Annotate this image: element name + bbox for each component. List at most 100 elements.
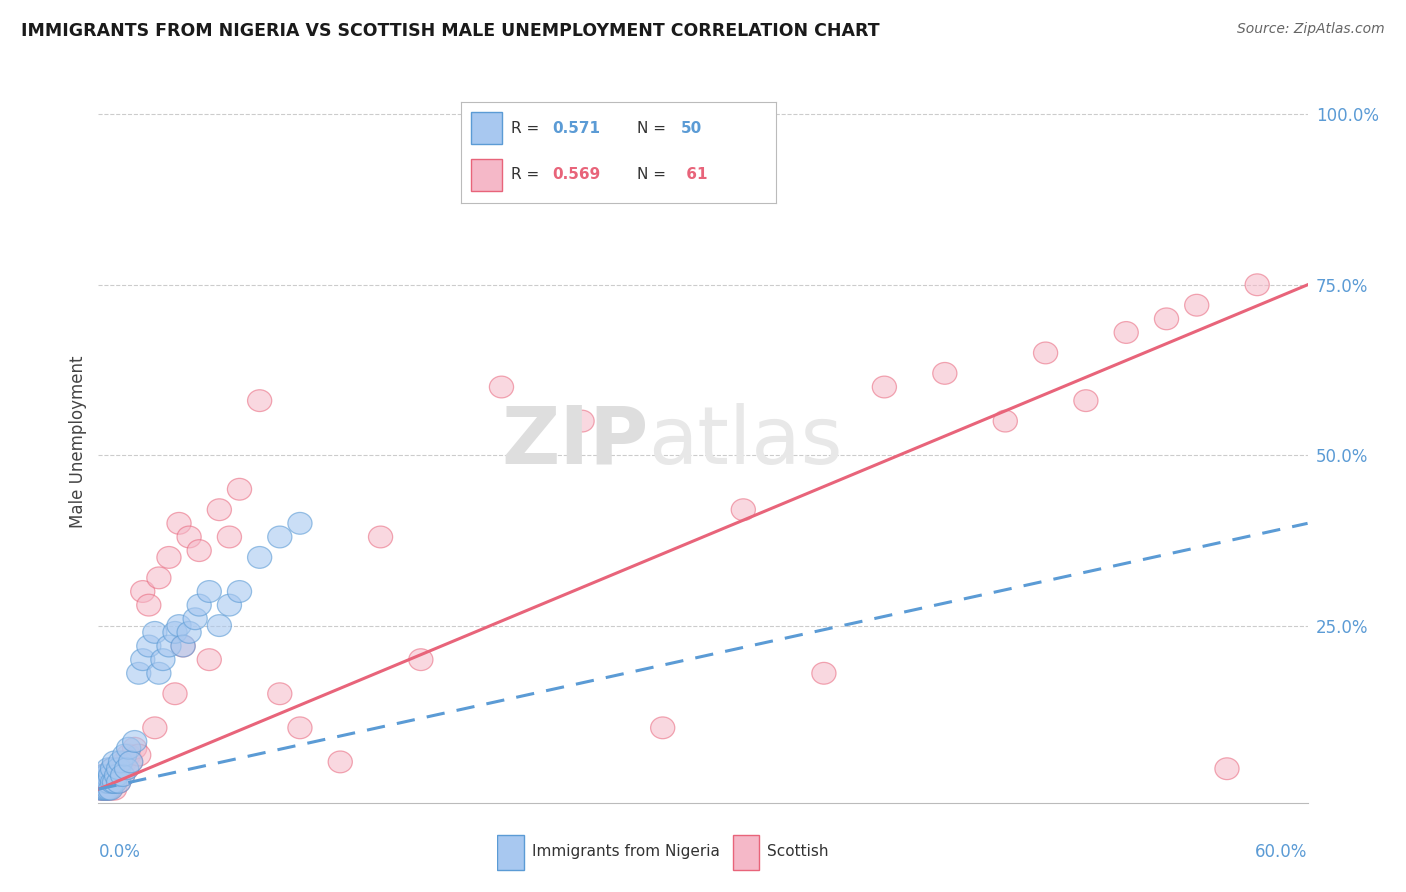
Ellipse shape (107, 772, 131, 793)
Ellipse shape (114, 758, 139, 780)
Ellipse shape (167, 615, 191, 637)
Ellipse shape (93, 772, 117, 793)
Ellipse shape (103, 778, 127, 800)
Ellipse shape (489, 376, 513, 398)
Ellipse shape (1215, 758, 1239, 780)
Ellipse shape (1246, 274, 1270, 295)
Ellipse shape (112, 744, 136, 766)
Ellipse shape (98, 778, 122, 800)
Ellipse shape (731, 499, 755, 521)
Ellipse shape (1074, 390, 1098, 411)
Ellipse shape (104, 764, 129, 787)
Ellipse shape (267, 526, 292, 548)
Ellipse shape (89, 778, 112, 800)
Ellipse shape (177, 622, 201, 643)
Ellipse shape (114, 758, 139, 780)
Ellipse shape (94, 764, 118, 787)
Text: ZIP: ZIP (502, 402, 648, 481)
Ellipse shape (122, 731, 146, 752)
Ellipse shape (93, 772, 117, 793)
Ellipse shape (94, 778, 118, 800)
Ellipse shape (103, 772, 127, 793)
Ellipse shape (93, 764, 117, 787)
Ellipse shape (90, 778, 114, 800)
Ellipse shape (118, 751, 143, 772)
Ellipse shape (187, 594, 211, 616)
Ellipse shape (163, 683, 187, 705)
Ellipse shape (288, 512, 312, 534)
Ellipse shape (90, 764, 114, 787)
Ellipse shape (127, 663, 150, 684)
Ellipse shape (1033, 342, 1057, 364)
Text: 0.0%: 0.0% (98, 843, 141, 861)
Ellipse shape (94, 764, 118, 787)
Ellipse shape (98, 764, 122, 787)
Y-axis label: Male Unemployment: Male Unemployment (69, 355, 87, 528)
Ellipse shape (163, 622, 187, 643)
Ellipse shape (97, 772, 121, 793)
Ellipse shape (218, 594, 242, 616)
Ellipse shape (993, 410, 1018, 432)
Ellipse shape (118, 751, 143, 772)
Ellipse shape (197, 581, 221, 602)
Ellipse shape (197, 648, 221, 671)
Ellipse shape (872, 376, 897, 398)
Ellipse shape (97, 758, 121, 780)
Ellipse shape (157, 635, 181, 657)
Ellipse shape (932, 362, 957, 384)
Ellipse shape (131, 648, 155, 671)
Ellipse shape (207, 615, 232, 637)
Ellipse shape (112, 751, 136, 772)
Ellipse shape (97, 772, 121, 793)
Ellipse shape (111, 764, 135, 787)
Ellipse shape (111, 764, 135, 787)
Ellipse shape (1114, 322, 1139, 343)
Ellipse shape (143, 622, 167, 643)
Ellipse shape (267, 683, 292, 705)
Ellipse shape (97, 778, 121, 800)
Ellipse shape (100, 758, 125, 780)
Ellipse shape (117, 738, 141, 759)
Ellipse shape (117, 744, 141, 766)
Ellipse shape (107, 772, 131, 793)
Ellipse shape (108, 751, 132, 772)
Ellipse shape (90, 778, 114, 800)
Ellipse shape (247, 547, 271, 568)
Ellipse shape (150, 648, 174, 671)
Ellipse shape (122, 738, 146, 759)
Ellipse shape (172, 635, 195, 657)
Text: Source: ZipAtlas.com: Source: ZipAtlas.com (1237, 22, 1385, 37)
Ellipse shape (1154, 308, 1178, 330)
Ellipse shape (651, 717, 675, 739)
Ellipse shape (93, 778, 117, 800)
Text: 60.0%: 60.0% (1256, 843, 1308, 861)
Ellipse shape (207, 499, 232, 521)
Ellipse shape (569, 410, 595, 432)
Ellipse shape (177, 526, 201, 548)
Ellipse shape (143, 717, 167, 739)
Ellipse shape (94, 772, 118, 793)
Ellipse shape (136, 594, 160, 616)
Ellipse shape (183, 607, 207, 630)
Ellipse shape (94, 778, 118, 800)
Ellipse shape (368, 526, 392, 548)
Ellipse shape (172, 635, 195, 657)
Ellipse shape (146, 663, 172, 684)
Ellipse shape (103, 772, 127, 793)
Ellipse shape (98, 778, 122, 800)
Ellipse shape (328, 751, 353, 772)
Ellipse shape (228, 581, 252, 602)
Ellipse shape (103, 751, 127, 772)
Ellipse shape (136, 635, 160, 657)
Ellipse shape (409, 648, 433, 671)
Ellipse shape (167, 512, 191, 534)
Ellipse shape (97, 778, 121, 800)
Ellipse shape (90, 772, 114, 793)
Ellipse shape (811, 663, 837, 684)
Ellipse shape (104, 764, 129, 787)
Ellipse shape (100, 758, 125, 780)
Ellipse shape (1185, 294, 1209, 316)
Ellipse shape (187, 540, 211, 561)
Ellipse shape (89, 772, 112, 793)
Ellipse shape (89, 772, 112, 793)
